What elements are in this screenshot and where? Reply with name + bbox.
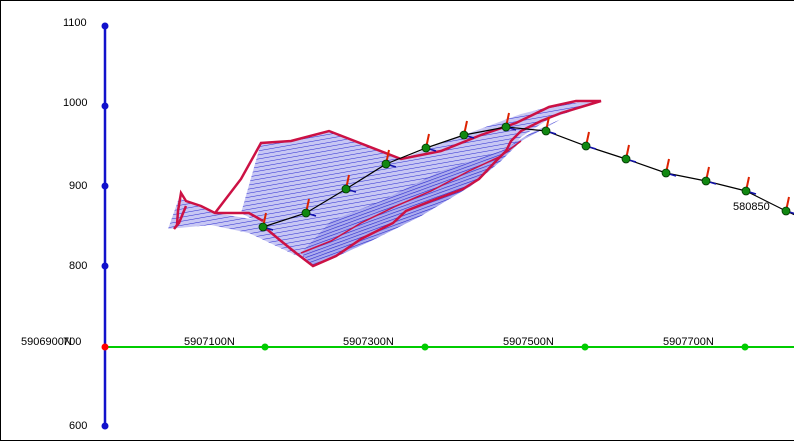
station-marker[interactable]: [258, 212, 274, 232]
y-tick-label: 1100: [63, 17, 87, 29]
station-marker[interactable]: [781, 196, 794, 216]
station-dot: [341, 184, 351, 194]
surface-mesh-dense: [301, 119, 561, 266]
x-axis: 5907100N 5907300N 5907500N 5907700N 5906…: [21, 336, 794, 351]
x-tick-label: 5907700N: [663, 336, 714, 348]
station-marker[interactable]: [301, 198, 317, 218]
y-axis-tick-dot: [101, 262, 109, 270]
x-origin-overlap-label: 700: [63, 336, 81, 348]
x-origin-label: 5906900N: [21, 336, 72, 348]
surface-body[interactable]: [168, 99, 602, 268]
station-dot: [581, 141, 591, 151]
station-marker[interactable]: [501, 112, 517, 132]
station-dot: [381, 159, 391, 169]
x-tick-label: 5907500N: [503, 336, 554, 348]
station-marker[interactable]: [741, 176, 757, 196]
y-axis-tick-dot: [101, 22, 109, 30]
station-dot: [421, 143, 431, 153]
station-marker[interactable]: [541, 116, 557, 136]
y-tick-label: 600: [69, 420, 87, 432]
drillhole-trace[interactable]: [258, 112, 794, 232]
y-tick-label: 900: [69, 180, 87, 192]
station-marker[interactable]: [459, 120, 475, 140]
station-marker[interactable]: [381, 149, 397, 169]
station-dot: [541, 126, 551, 136]
y-axis-tick-dot: [101, 182, 109, 190]
station-dot: [701, 176, 711, 186]
y-tick-label: 800: [69, 260, 87, 272]
surface-inner-edge: [300, 140, 522, 254]
y-axis-tick-dot: [101, 102, 109, 110]
station-dot: [741, 186, 751, 196]
x-axis-tick-dot: [261, 343, 269, 351]
y-tick-label: 1000: [63, 97, 87, 109]
x-axis-tick-dot: [421, 343, 429, 351]
section-label: 580850: [733, 201, 770, 213]
x-axis-tick-dot: [581, 343, 589, 351]
y-axis-tick-dot: [101, 422, 109, 430]
station-dot: [621, 154, 631, 164]
x-tick-label: 5907300N: [343, 336, 394, 348]
station-dot: [781, 206, 791, 216]
station-dot: [501, 122, 511, 132]
station-marker[interactable]: [341, 174, 357, 194]
surface-outline: [173, 189, 264, 230]
station-marker[interactable]: [621, 144, 637, 164]
station-dot: [258, 222, 268, 232]
station-dot: [301, 208, 311, 218]
station-dot: [459, 130, 469, 140]
x-tick-label: 5907100N: [184, 336, 235, 348]
station-marker[interactable]: [661, 158, 677, 178]
station-dot: [661, 168, 671, 178]
x-axis-tick-dot: [741, 343, 749, 351]
y-axis: 1100 1000 900 800 600: [63, 17, 109, 432]
station-marker[interactable]: [701, 166, 717, 186]
station-marker[interactable]: [581, 131, 597, 151]
origin-marker: [101, 343, 109, 351]
station-marker[interactable]: [421, 133, 437, 153]
